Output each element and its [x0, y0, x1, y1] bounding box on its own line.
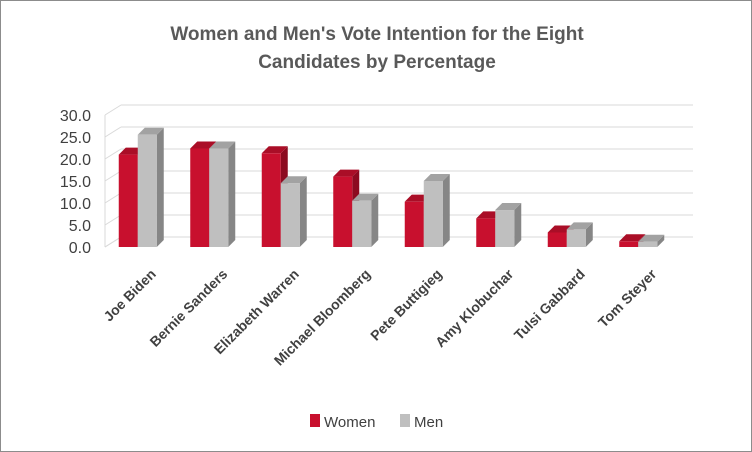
- bar-men: [638, 234, 665, 247]
- y-tick-label: 10.0: [60, 196, 91, 213]
- legend-label: Women: [324, 414, 375, 431]
- bar-men: [566, 222, 593, 247]
- y-tick-label: 5.0: [69, 218, 91, 235]
- bar-men: [495, 203, 522, 247]
- x-tick-label: Amy Klobuchar: [432, 265, 517, 350]
- y-tick-label: 25.0: [60, 130, 91, 147]
- chart-title-line-2: Candidates by Percentage: [258, 52, 496, 73]
- bar-men: [137, 127, 164, 247]
- bar-men: [209, 141, 236, 247]
- x-tick-label: Joe Biden: [100, 266, 159, 325]
- x-tick-label: Pete Buttigieg: [367, 266, 445, 344]
- y-tick-label: 0.0: [69, 240, 91, 257]
- bar-men: [280, 176, 307, 247]
- legend: Women Men: [310, 414, 443, 431]
- chart-title-line-1: Women and Men's Vote Intention for the E…: [170, 24, 584, 45]
- y-axis-ticks: 0.0 5.0 10.0 15.0 20.0 25.0 30.0: [60, 108, 91, 257]
- bars: [118, 127, 665, 247]
- legend-swatch: [400, 414, 410, 427]
- x-tick-label: Tulsi Gabbard: [511, 266, 588, 343]
- bar-men: [423, 174, 450, 247]
- legend-swatch: [310, 414, 320, 427]
- x-tick-label: Tom Steyer: [595, 265, 660, 330]
- legend-label: Men: [414, 414, 443, 431]
- bar-men: [352, 193, 379, 247]
- y-tick-label: 30.0: [60, 108, 91, 125]
- y-tick-label: 15.0: [60, 174, 91, 191]
- y-tick-label: 20.0: [60, 152, 91, 169]
